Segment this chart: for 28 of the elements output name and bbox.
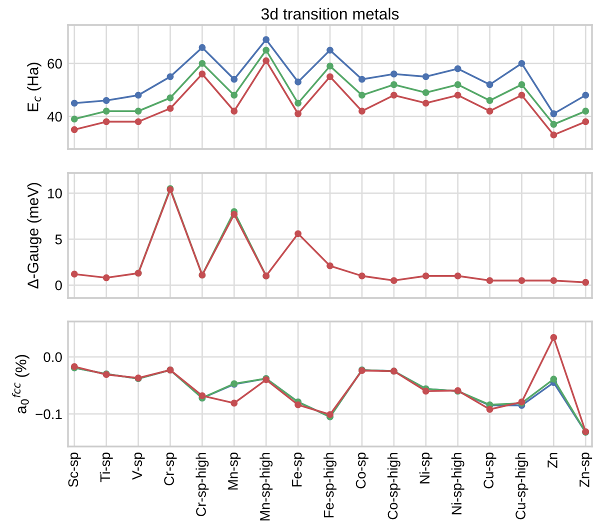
- y-tick-label: 0: [55, 280, 62, 290]
- y-tick-label: −0.1: [36, 409, 62, 420]
- x-tick-label: V-sp: [132, 452, 145, 480]
- x-tick-label: Mn-sp-high: [260, 452, 273, 520]
- x-tick-label: Fe-sp: [292, 452, 305, 486]
- chart-title: 3d transition metals: [261, 8, 399, 20]
- x-tick-label: Cr-sp-high: [196, 452, 209, 516]
- x-tick-label: Co-sp-high: [387, 452, 400, 520]
- x-tick-label: Cu-sp-high: [515, 452, 528, 520]
- x-tick-label: Sc-sp: [68, 452, 81, 487]
- x-tick-label: Mn-sp: [228, 452, 241, 490]
- y-axis-title: a$_{0}$$^{fcc}$ (%): [12, 355, 30, 414]
- x-tick-label: Ni-sp: [419, 452, 432, 484]
- x-tick-label: Co-sp: [356, 452, 368, 488]
- x-tick-label: Fe-sp-high: [324, 452, 336, 518]
- y-axis-title: Δ-Gauge (meV): [27, 182, 42, 289]
- x-tick-label: Ni-sp-high: [451, 452, 464, 514]
- y-tick-label: 0.0: [44, 352, 62, 362]
- y-axis-title: E$_{c}$ (Ha): [27, 62, 42, 112]
- x-tick-label: Zn-sp: [580, 452, 592, 488]
- y-tick-label: 5: [55, 234, 62, 244]
- x-tick-label: Ti-sp: [100, 452, 113, 482]
- x-tick-label: Cr-sp: [164, 452, 177, 486]
- y-tick-label: 60: [48, 58, 62, 69]
- y-tick-label: 40: [47, 112, 62, 122]
- y-tick-label: 10: [48, 188, 62, 198]
- x-tick-label: Zn: [548, 452, 558, 468]
- x-tick-label: Cu-sp: [484, 452, 496, 488]
